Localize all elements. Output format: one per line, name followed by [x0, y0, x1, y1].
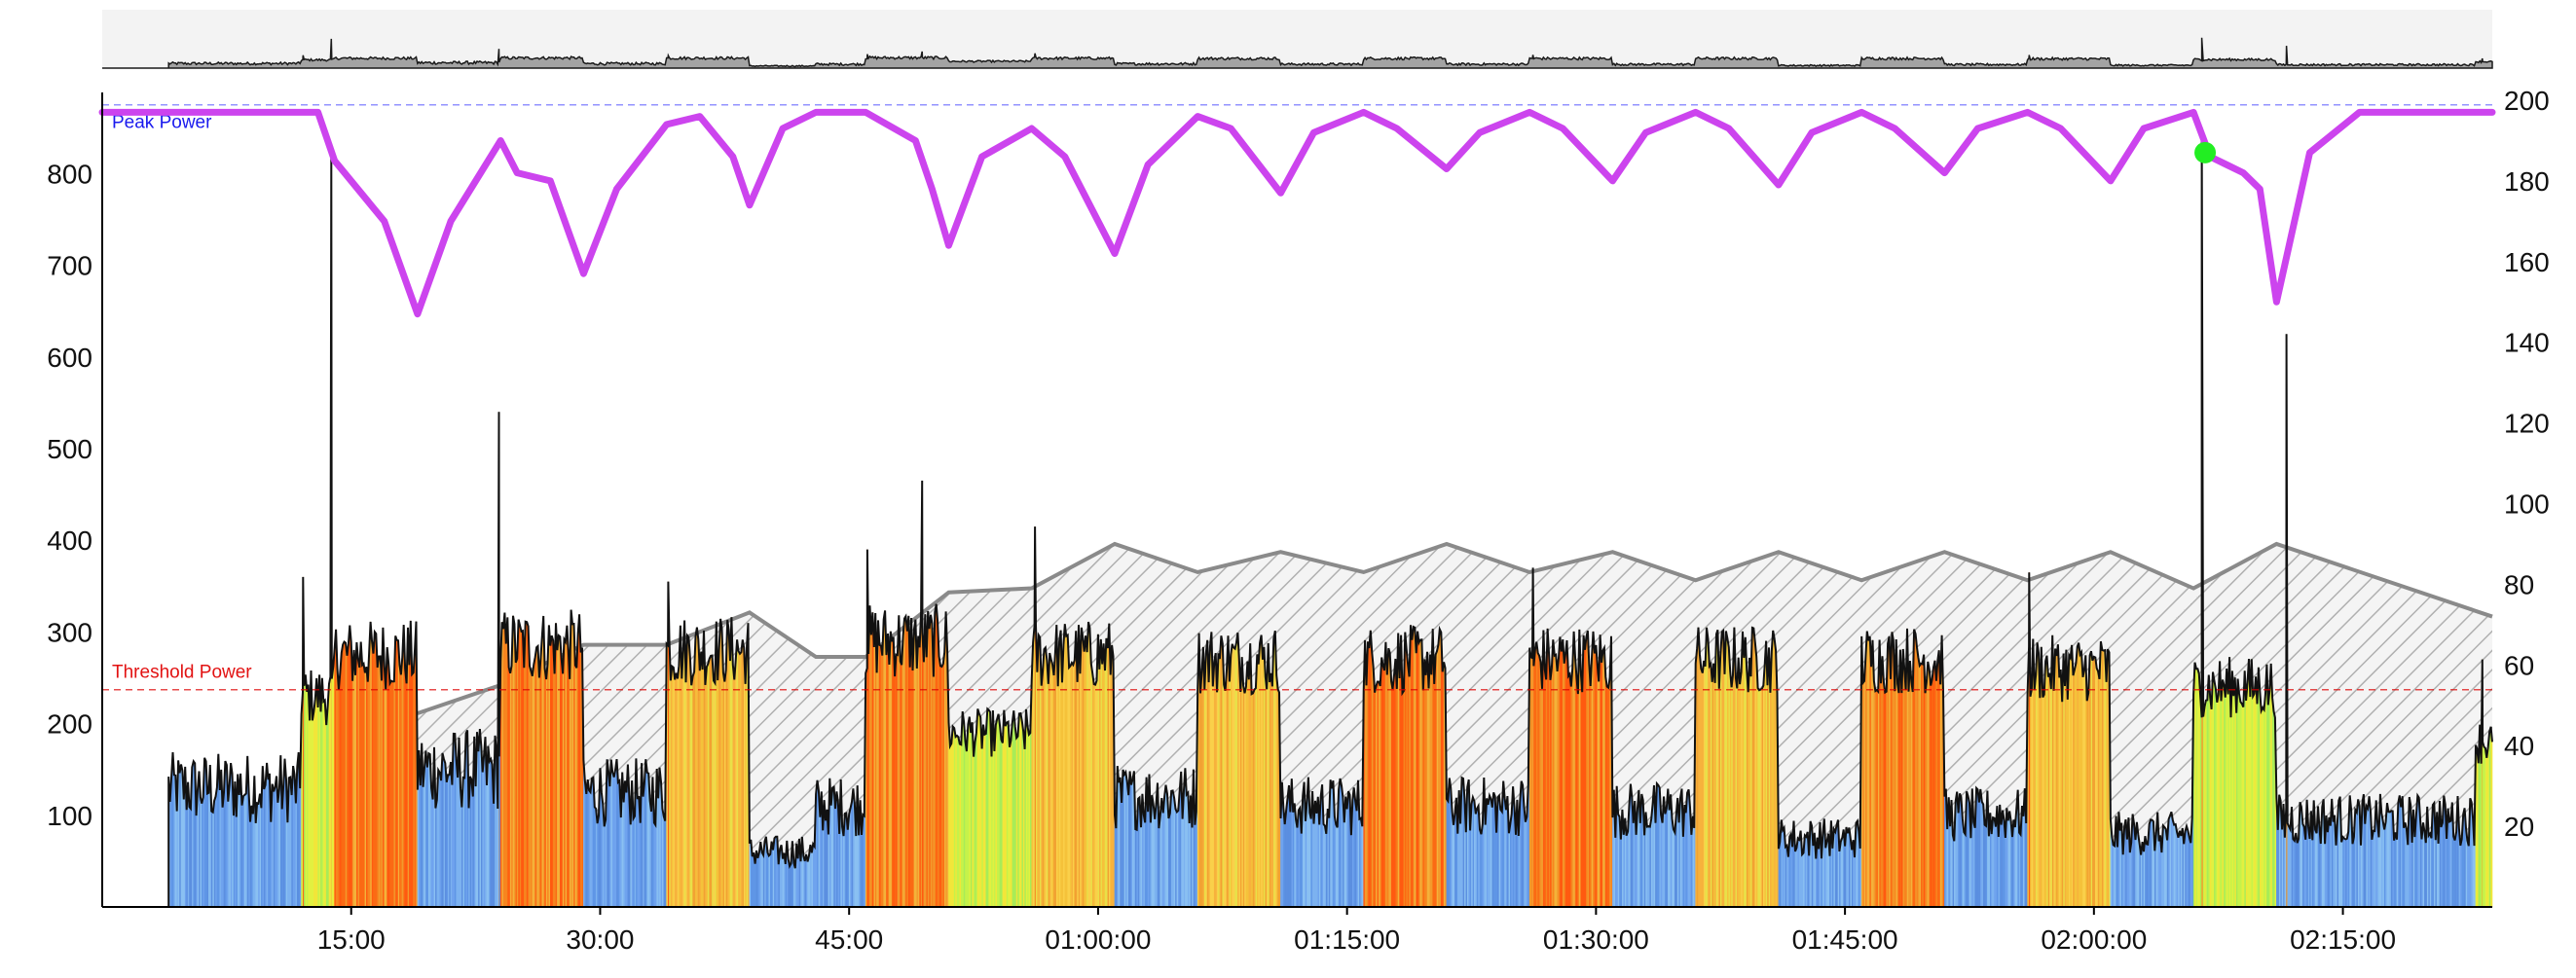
- y-left-tick-label: 500: [47, 434, 92, 464]
- y-left-tick-label: 800: [47, 159, 92, 189]
- peak-marker: [2194, 142, 2216, 163]
- y-left-tick-label: 200: [47, 709, 92, 740]
- overview-strip[interactable]: [102, 10, 2492, 68]
- x-tick-label: 01:45:00: [1792, 924, 1898, 955]
- reference-label: Threshold Power: [112, 663, 252, 683]
- overview-background: [102, 10, 2492, 68]
- y-right-tick-label: 80: [2504, 569, 2534, 599]
- y-right-tick-label: 160: [2504, 247, 2550, 277]
- x-tick-label: 30:00: [566, 924, 634, 955]
- y-right-tick-label: 120: [2504, 409, 2550, 439]
- y-left-tick-label: 600: [47, 343, 92, 373]
- peak-curve-layer: [102, 112, 2492, 313]
- power-bar: [2491, 727, 2492, 907]
- y-right-tick-label: 180: [2504, 166, 2550, 197]
- y-right-tick-label: 140: [2504, 328, 2550, 358]
- y-right-tick-label: 20: [2504, 812, 2534, 842]
- y-right-tick-label: 100: [2504, 489, 2550, 520]
- x-tick-label: 01:30:00: [1543, 924, 1649, 955]
- y-left-tick-label: 700: [47, 251, 92, 281]
- x-tick-label: 02:00:00: [2041, 924, 2147, 955]
- x-tick-label: 01:00:00: [1045, 924, 1151, 955]
- peak-curve: [102, 112, 2492, 313]
- x-tick-label: 01:15:00: [1294, 924, 1400, 955]
- x-tick-label: 15:00: [317, 924, 386, 955]
- y-right-tick-label: 200: [2504, 86, 2550, 116]
- y-left-tick-label: 100: [47, 801, 92, 831]
- y-left-tick-label: 300: [47, 617, 92, 647]
- x-tick-label: 45:00: [815, 924, 883, 955]
- y-right-tick-label: 60: [2504, 650, 2534, 680]
- y-right-tick-label: 40: [2504, 731, 2534, 761]
- x-tick-label: 02:15:00: [2290, 924, 2396, 955]
- y-left-tick-label: 400: [47, 525, 92, 556]
